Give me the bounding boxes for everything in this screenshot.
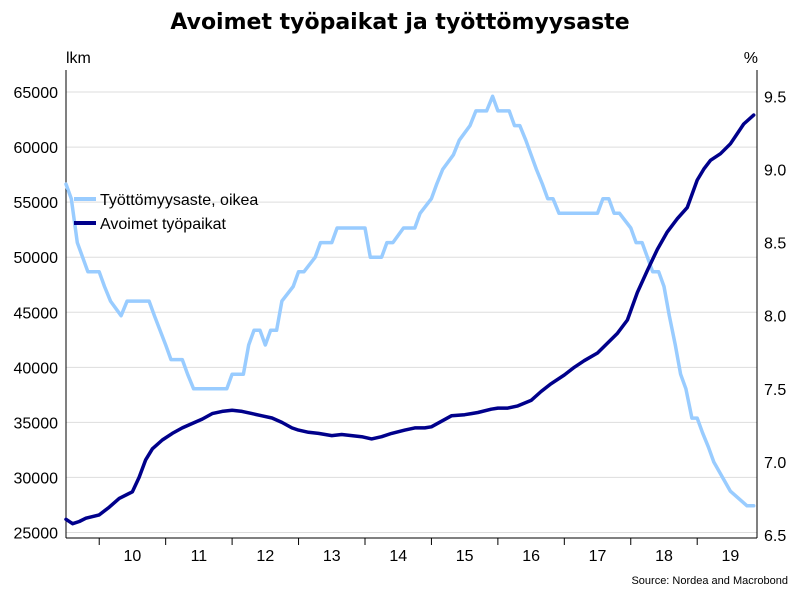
x-tick-label: 14 — [389, 548, 407, 565]
right-tick-label: 9.0 — [764, 162, 786, 179]
left-tick-label: 65000 — [14, 85, 59, 102]
series-lines — [64, 94, 756, 526]
x-tick-label: 17 — [589, 548, 607, 565]
right-tick-label: 8.0 — [764, 309, 786, 326]
left-tick-label: 60000 — [14, 140, 59, 157]
left-tick-label: 45000 — [14, 305, 59, 322]
axes — [65, 70, 758, 545]
left-tick-label: 40000 — [14, 360, 59, 377]
right-tick-label: 9.5 — [764, 89, 786, 106]
legend-label-1: Työttömyysaste, oikea — [100, 192, 258, 209]
x-tick-label: 18 — [655, 548, 673, 565]
right-axis-unit: % — [744, 50, 758, 67]
gridlines — [66, 91, 757, 533]
series-line-1 — [64, 94, 756, 508]
tick-labels: 25000 30000 35000 40000 45000 50000 55000 60000… — [14, 85, 787, 565]
right-tick-label: 7.0 — [764, 455, 786, 472]
right-tick-label: 7.5 — [764, 382, 786, 399]
x-tick-label: 13 — [323, 548, 341, 565]
left-tick-label: 55000 — [14, 195, 59, 212]
x-tick-label: 15 — [456, 548, 474, 565]
x-tick-label: 16 — [522, 548, 540, 565]
right-tick-label: 8.5 — [764, 236, 786, 253]
left-tick-label: 25000 — [14, 525, 59, 542]
x-tick-label: 12 — [256, 548, 274, 565]
left-tick-label: 30000 — [14, 470, 59, 487]
legend: Työttömyysaste, oikea Avoimet työpaikat — [74, 192, 258, 233]
left-tick-label: 35000 — [14, 415, 59, 432]
x-tick-label: 10 — [124, 548, 142, 565]
left-tick-label: 50000 — [14, 250, 59, 267]
legend-label-2: Avoimet työpaikat — [100, 216, 227, 233]
chart-title: Avoimet työpaikat ja työttömyysaste — [170, 10, 629, 35]
left-axis-unit: lkm — [66, 50, 91, 67]
x-tick-label: 19 — [722, 548, 740, 565]
right-tick-label: 6.5 — [764, 528, 786, 545]
x-tick-label: 11 — [191, 548, 208, 565]
series-line-2 — [64, 113, 756, 526]
source-note: Source: Nordea and Macrobond — [631, 575, 788, 587]
